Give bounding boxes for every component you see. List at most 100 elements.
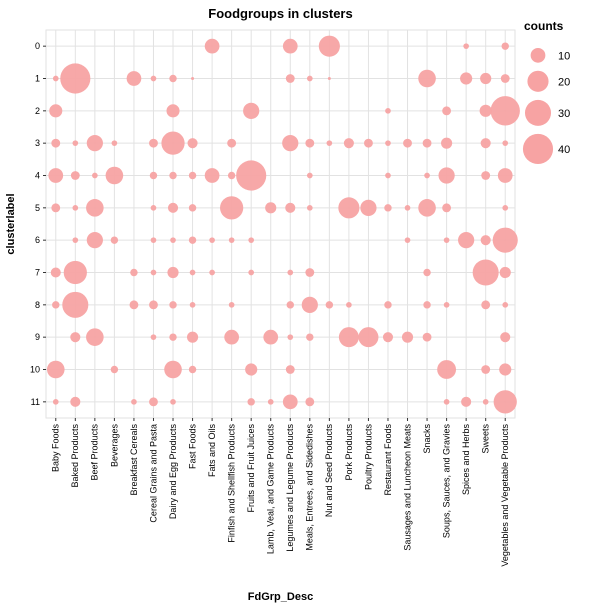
data-point	[72, 140, 78, 146]
data-point	[480, 105, 492, 117]
data-point	[51, 139, 60, 148]
x-tick-label: Snacks	[422, 424, 432, 454]
data-point	[263, 330, 278, 345]
legend-swatch	[523, 134, 553, 164]
data-point	[131, 399, 137, 405]
data-point	[498, 168, 513, 183]
data-point	[191, 77, 194, 80]
data-point	[402, 332, 413, 343]
x-tick-label: Pork Products	[344, 424, 354, 481]
data-point	[286, 74, 295, 83]
data-point	[243, 103, 259, 119]
data-point	[491, 96, 520, 125]
data-point	[149, 139, 158, 148]
data-point	[51, 203, 60, 212]
data-point	[189, 366, 196, 373]
x-tick-label: Dairy and Egg Products	[168, 424, 178, 520]
data-point	[305, 397, 314, 406]
data-point	[444, 237, 450, 243]
data-point	[493, 228, 518, 253]
legend-label: 10	[558, 50, 570, 62]
data-point	[189, 172, 196, 179]
legend-swatch	[527, 71, 548, 92]
data-point	[87, 232, 103, 248]
data-point	[189, 236, 196, 243]
x-tick-label: Soups, Sauces, and Gravies	[441, 424, 451, 539]
data-point	[53, 399, 59, 405]
data-point	[72, 205, 78, 211]
data-point	[327, 140, 333, 146]
x-tick-label: Fruits and Fruit Juices	[246, 424, 256, 513]
x-tick-label: Beverages	[109, 424, 119, 468]
x-tick-label: Cereal Grains and Pasta	[148, 424, 158, 523]
data-point	[383, 332, 393, 342]
data-point	[424, 173, 430, 179]
data-point	[442, 203, 451, 212]
y-tick-label: 5	[35, 203, 40, 213]
data-point	[283, 394, 298, 409]
data-point	[170, 399, 176, 405]
data-point	[49, 104, 62, 117]
data-point	[344, 138, 354, 148]
data-point	[229, 237, 235, 243]
data-point	[385, 108, 391, 114]
data-point	[92, 173, 98, 179]
y-tick-label: 8	[35, 300, 40, 310]
data-point	[227, 139, 236, 148]
data-point	[438, 167, 454, 183]
data-point	[130, 269, 137, 276]
x-tick-label: Vegetables and Vegetable Products	[500, 424, 510, 567]
legend-label: 40	[558, 144, 570, 156]
data-point	[86, 328, 104, 346]
data-point	[500, 332, 510, 342]
data-point	[305, 139, 314, 148]
data-point	[346, 302, 352, 308]
data-point	[328, 77, 331, 80]
data-point	[205, 39, 220, 54]
data-point	[286, 365, 295, 374]
data-point	[418, 70, 436, 88]
data-point	[149, 397, 158, 406]
data-point	[51, 267, 61, 277]
data-point	[169, 172, 176, 179]
data-point	[461, 397, 471, 407]
data-point	[458, 232, 474, 248]
data-point	[87, 135, 103, 151]
data-point	[499, 363, 511, 375]
legend-label: 20	[558, 76, 570, 88]
x-tick-label: Sausages and Luncheon Meats	[402, 424, 412, 551]
data-point	[168, 203, 178, 213]
data-point	[444, 302, 450, 308]
data-point	[307, 205, 313, 211]
data-point	[188, 138, 198, 148]
data-point	[149, 300, 158, 309]
data-point	[166, 104, 179, 117]
data-point	[265, 202, 276, 213]
data-point	[70, 397, 80, 407]
data-point	[52, 301, 59, 308]
x-tick-label: Baby Foods	[51, 424, 61, 473]
data-point	[423, 301, 430, 308]
data-point	[480, 73, 491, 84]
data-point	[71, 171, 80, 180]
data-point	[127, 71, 142, 86]
x-tick-label: Poultry Products	[363, 424, 373, 491]
data-point	[60, 63, 90, 93]
data-point	[385, 140, 391, 146]
data-point	[248, 270, 254, 276]
data-point	[70, 332, 80, 342]
data-point	[170, 237, 176, 243]
data-point	[360, 200, 376, 216]
y-tick-label: 7	[35, 268, 40, 278]
x-tick-label: Finfish and Shellfish Products	[227, 424, 237, 543]
data-point	[385, 173, 391, 179]
data-point	[302, 297, 318, 313]
y-tick-label: 11	[31, 397, 40, 407]
y-tick-label: 9	[35, 332, 40, 342]
data-point	[220, 196, 243, 219]
data-point	[151, 237, 157, 243]
data-point	[384, 204, 391, 211]
data-point	[229, 302, 235, 308]
data-point	[405, 205, 411, 211]
data-point	[86, 199, 104, 217]
